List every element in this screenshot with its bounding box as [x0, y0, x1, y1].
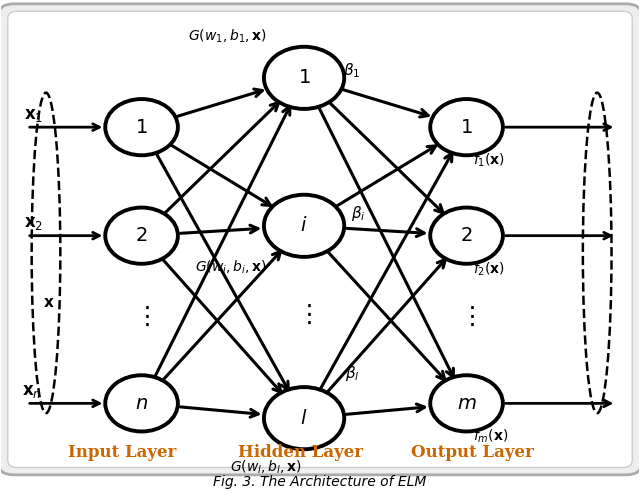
Text: $G(w_i,b_i,\mathbf{x})$: $G(w_i,b_i,\mathbf{x})$: [195, 259, 267, 276]
Text: Output Layer: Output Layer: [412, 444, 534, 461]
Circle shape: [430, 207, 503, 264]
Text: $1$: $1$: [460, 118, 473, 137]
Text: $\beta_l$: $\beta_l$: [344, 364, 359, 383]
Text: $1$: $1$: [298, 68, 310, 87]
Text: $f_m(\mathbf{x})$: $f_m(\mathbf{x})$: [473, 428, 508, 445]
Text: $\vdots$: $\vdots$: [459, 305, 474, 329]
Text: $2$: $2$: [460, 226, 473, 245]
Text: $\mathbf{x}_1$: $\mathbf{x}_1$: [24, 106, 43, 124]
Text: $l$: $l$: [300, 409, 308, 428]
Text: $n$: $n$: [135, 394, 148, 413]
Text: $\vdots$: $\vdots$: [134, 305, 150, 329]
Circle shape: [430, 375, 503, 432]
Text: $\beta_i$: $\beta_i$: [351, 204, 365, 223]
Circle shape: [264, 195, 344, 257]
Circle shape: [105, 207, 178, 264]
Text: $f_2(\mathbf{x})$: $f_2(\mathbf{x})$: [473, 260, 505, 278]
Circle shape: [105, 99, 178, 155]
Text: $2$: $2$: [136, 226, 148, 245]
Circle shape: [264, 47, 344, 109]
Text: Input Layer: Input Layer: [68, 444, 177, 461]
FancyBboxPatch shape: [8, 11, 632, 468]
Text: Fig. 3. The Architecture of ELM: Fig. 3. The Architecture of ELM: [213, 475, 427, 489]
Circle shape: [264, 387, 344, 449]
Text: $m$: $m$: [457, 394, 476, 413]
Text: $i$: $i$: [300, 216, 308, 235]
Text: $\mathbf{x}$: $\mathbf{x}$: [44, 295, 55, 310]
Text: $G(w_l,b_l,\mathbf{x})$: $G(w_l,b_l,\mathbf{x})$: [230, 459, 302, 476]
Text: $\mathbf{x}_n$: $\mathbf{x}_n$: [22, 382, 41, 400]
Text: $1$: $1$: [135, 118, 148, 137]
Circle shape: [430, 99, 503, 155]
Text: $\mathbf{x}_2$: $\mathbf{x}_2$: [24, 214, 43, 232]
Text: $\vdots$: $\vdots$: [296, 303, 312, 326]
Text: Hidden Layer: Hidden Layer: [238, 444, 364, 461]
FancyBboxPatch shape: [0, 4, 640, 475]
Circle shape: [105, 375, 178, 432]
Text: $G(w_1,b_1,\mathbf{x})$: $G(w_1,b_1,\mathbf{x})$: [188, 27, 267, 45]
Text: $\beta_1$: $\beta_1$: [343, 61, 360, 80]
Text: $f_1(\mathbf{x})$: $f_1(\mathbf{x})$: [473, 152, 505, 169]
